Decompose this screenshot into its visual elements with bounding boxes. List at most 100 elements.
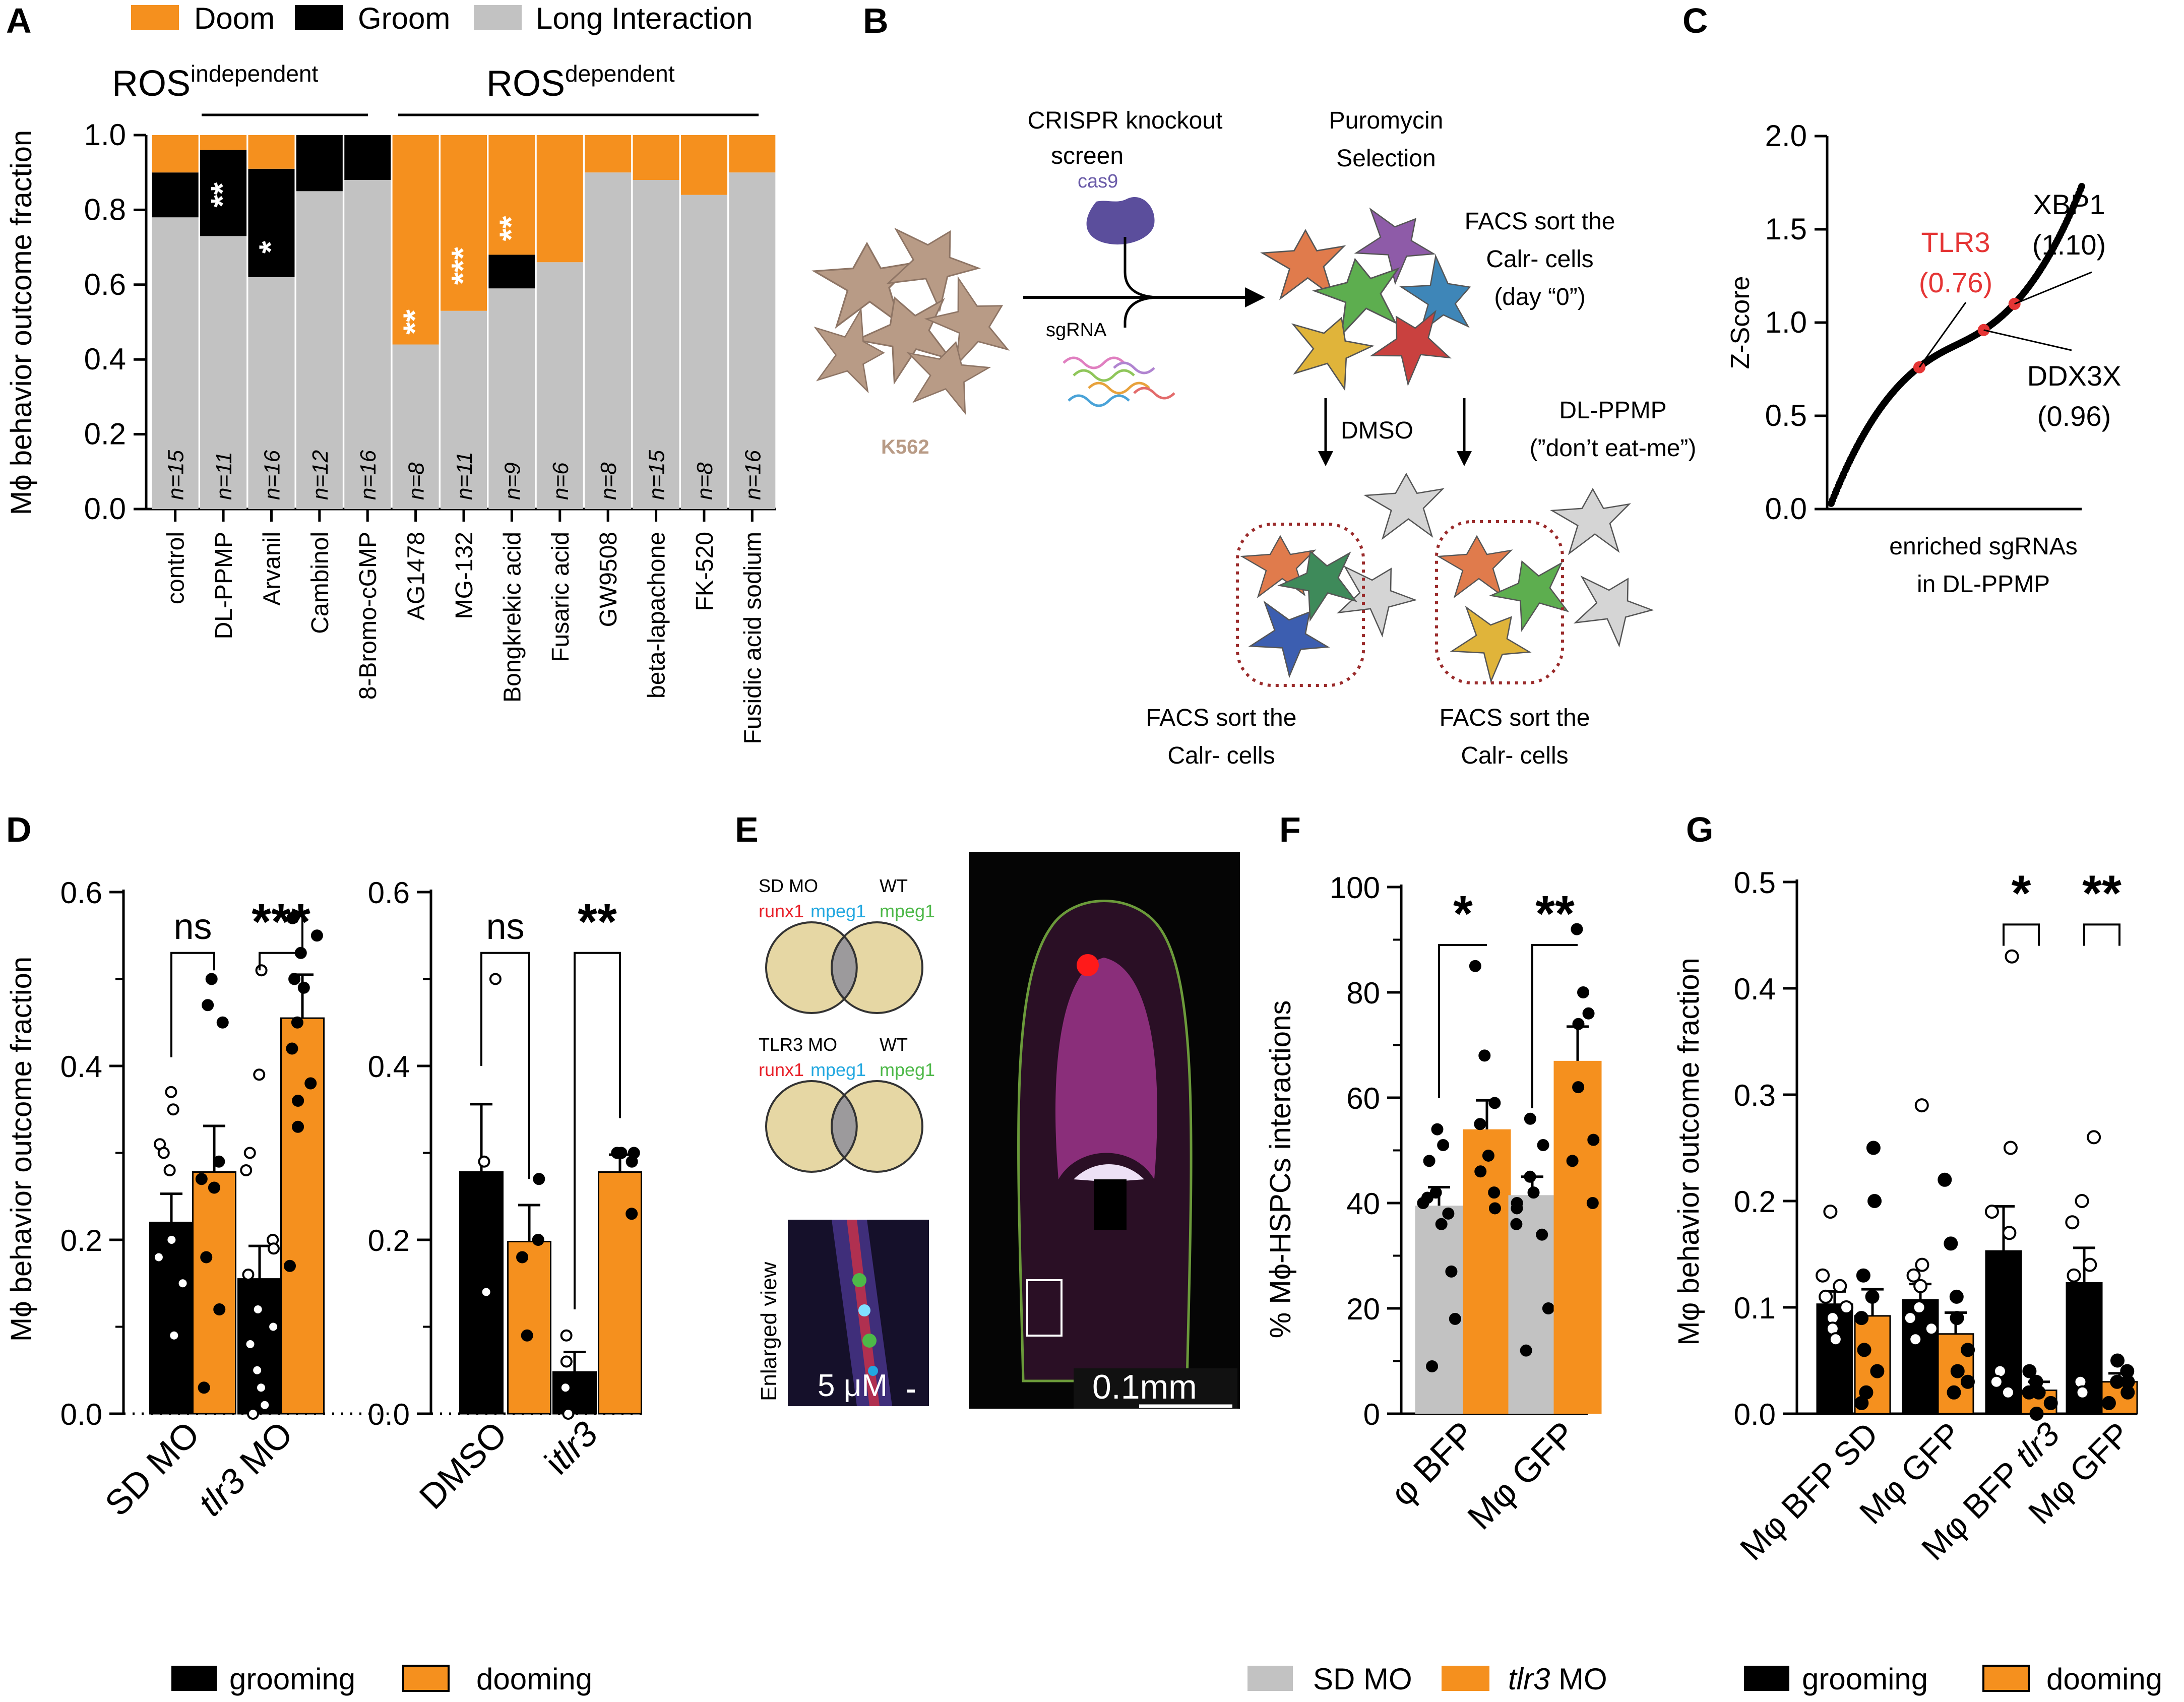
c-ytick-label: 0.0 <box>1765 492 1807 526</box>
d-left-dot <box>176 1277 189 1290</box>
g-dot <box>1857 1343 1871 1357</box>
puromycin-label-1: Puromycin <box>1329 107 1444 134</box>
d-left-ytick-label: 0.0 <box>60 1398 102 1431</box>
g-dot <box>1819 1289 1833 1304</box>
g-dot <box>1903 1311 1917 1326</box>
a-ytick-label: 0.4 <box>84 342 126 376</box>
f-bar <box>1415 1206 1463 1414</box>
a-category-label: MG-132 <box>451 532 478 619</box>
a-bar-groom <box>296 135 343 192</box>
a-n-label: n=15 <box>164 450 189 500</box>
f-xlabel-bfp: φ BFP <box>1383 1414 1482 1513</box>
e-enlarged-cell-3 <box>862 1334 877 1348</box>
a-bar-doom <box>633 135 679 180</box>
d-right-ytick-label: 0.6 <box>368 876 410 910</box>
d-left-ytick-label: 0.4 <box>60 1050 102 1084</box>
cas9-icon <box>1086 197 1155 245</box>
f-dot <box>1474 1165 1487 1178</box>
f-sig-bracket <box>1438 943 1487 1098</box>
a-n-label: n=8 <box>596 462 621 500</box>
panel-g-ylabel: Mφ behavior outcome fraction <box>1672 958 1705 1345</box>
g-dot <box>1949 1289 1964 1304</box>
panel-f-ylabel: % Mϕ-HSPCs interactions <box>1264 1000 1297 1339</box>
crispr-label-1: CRISPR knockout <box>1028 107 1223 134</box>
a-ytick-label: 0.2 <box>84 417 126 451</box>
d-xlabel-dmso: DMSO <box>412 1414 515 1517</box>
a-significance: ** <box>204 182 240 208</box>
d-legend-grooming-swatch <box>171 1666 217 1691</box>
d-left-dot <box>157 1147 170 1159</box>
f-dot <box>1586 1197 1599 1209</box>
f-dot <box>1478 1049 1491 1062</box>
d-right-dot <box>478 1155 490 1168</box>
a-bar-long-interaction <box>633 180 679 509</box>
a-category-label: AG1478 <box>403 532 430 620</box>
ppmp-label-2: (”don’t eat-me”) <box>1530 435 1697 462</box>
g-dot <box>1870 1364 1885 1378</box>
a-bar-long-interaction <box>392 344 439 509</box>
a-category-label: Cambinol <box>307 532 334 634</box>
a-bar-doom <box>585 135 632 173</box>
g-dot <box>1984 1205 1999 1219</box>
d-left-dot <box>252 1303 264 1315</box>
f-dot <box>1431 1123 1444 1136</box>
g-dot <box>2075 1385 2090 1400</box>
g-dot <box>1989 1374 2004 1389</box>
g-dot <box>2002 1226 2017 1240</box>
panel-label-d: D <box>6 810 32 849</box>
d-legend-dooming: dooming <box>476 1662 592 1696</box>
g-bar <box>1902 1299 1939 1415</box>
g-legend-grooming-swatch <box>1744 1666 1789 1691</box>
d-left-dot <box>244 1338 257 1350</box>
f-dot <box>1511 1202 1523 1215</box>
d-legend-dooming-swatch <box>402 1665 450 1692</box>
a-n-label: n=8 <box>693 462 717 500</box>
c-leader-xbp1 <box>2014 271 2092 305</box>
facs-top-1: FACS sort the <box>1465 208 1615 235</box>
e-tlr-wt-mpeg1: mpeg1 <box>880 1059 935 1080</box>
a-bar-doom <box>488 135 535 255</box>
e-enlarged-label: Enlarged view <box>757 1262 781 1401</box>
f-legend-sd: SD MO <box>1313 1662 1412 1696</box>
facs-top-3: (day “0”) <box>1494 284 1585 310</box>
e-sd-mpeg1: mpeg1 <box>810 901 866 921</box>
g-sig-label: ** <box>2082 865 2121 921</box>
d-left-dot <box>213 1303 226 1315</box>
g-dot <box>2005 949 2019 964</box>
g-dot <box>1906 1268 1921 1283</box>
g-sig-bracket <box>2003 923 2040 946</box>
c-label-tlr3: TLR3 <box>1921 226 1990 258</box>
f-dot <box>1488 1202 1501 1215</box>
d-right-dot <box>489 973 502 985</box>
g-dot <box>1944 1236 1958 1251</box>
panel-g-plot: 0.00.10.20.30.40.5 * ** <box>1734 865 2138 1431</box>
f-ytick-label: 0 <box>1363 1398 1380 1431</box>
c-label-xbp1: XBP1 <box>2033 188 2105 220</box>
a-n-label: n=8 <box>404 462 429 500</box>
a-category-label: GW9508 <box>595 532 622 627</box>
k562-cell-cluster <box>813 207 1023 419</box>
f-legend-tlr3-swatch <box>1442 1666 1489 1691</box>
e-enlarged-cell-2 <box>858 1304 870 1316</box>
sgrna-icon <box>1063 356 1175 407</box>
d-right-dot <box>532 1234 544 1246</box>
d-left-dot <box>292 1120 304 1133</box>
f-xlabel-gfp: Mφ GFP <box>1460 1414 1583 1537</box>
e-tlr-runx1: runx1 <box>759 1059 804 1080</box>
a-bar-long-interaction <box>729 172 776 509</box>
c-value-tlr3: (0.76) <box>1919 267 1992 298</box>
g-legend-dooming: dooming <box>2046 1662 2162 1696</box>
a-bar-doom <box>680 135 727 195</box>
k562-label: K562 <box>881 436 929 458</box>
g-dot <box>2075 1194 2089 1208</box>
d-left-dot <box>259 1399 271 1411</box>
d-left-dot <box>167 1103 179 1116</box>
g-dot <box>1866 1141 1881 1155</box>
d-left-dot <box>205 973 218 985</box>
dmso-label: DMSO <box>1341 417 1413 444</box>
g-dot <box>1961 1343 1975 1357</box>
puromycin-label-2: Selection <box>1336 145 1436 172</box>
d-left-dot <box>165 1086 177 1098</box>
d-right-dot <box>560 1329 573 1342</box>
